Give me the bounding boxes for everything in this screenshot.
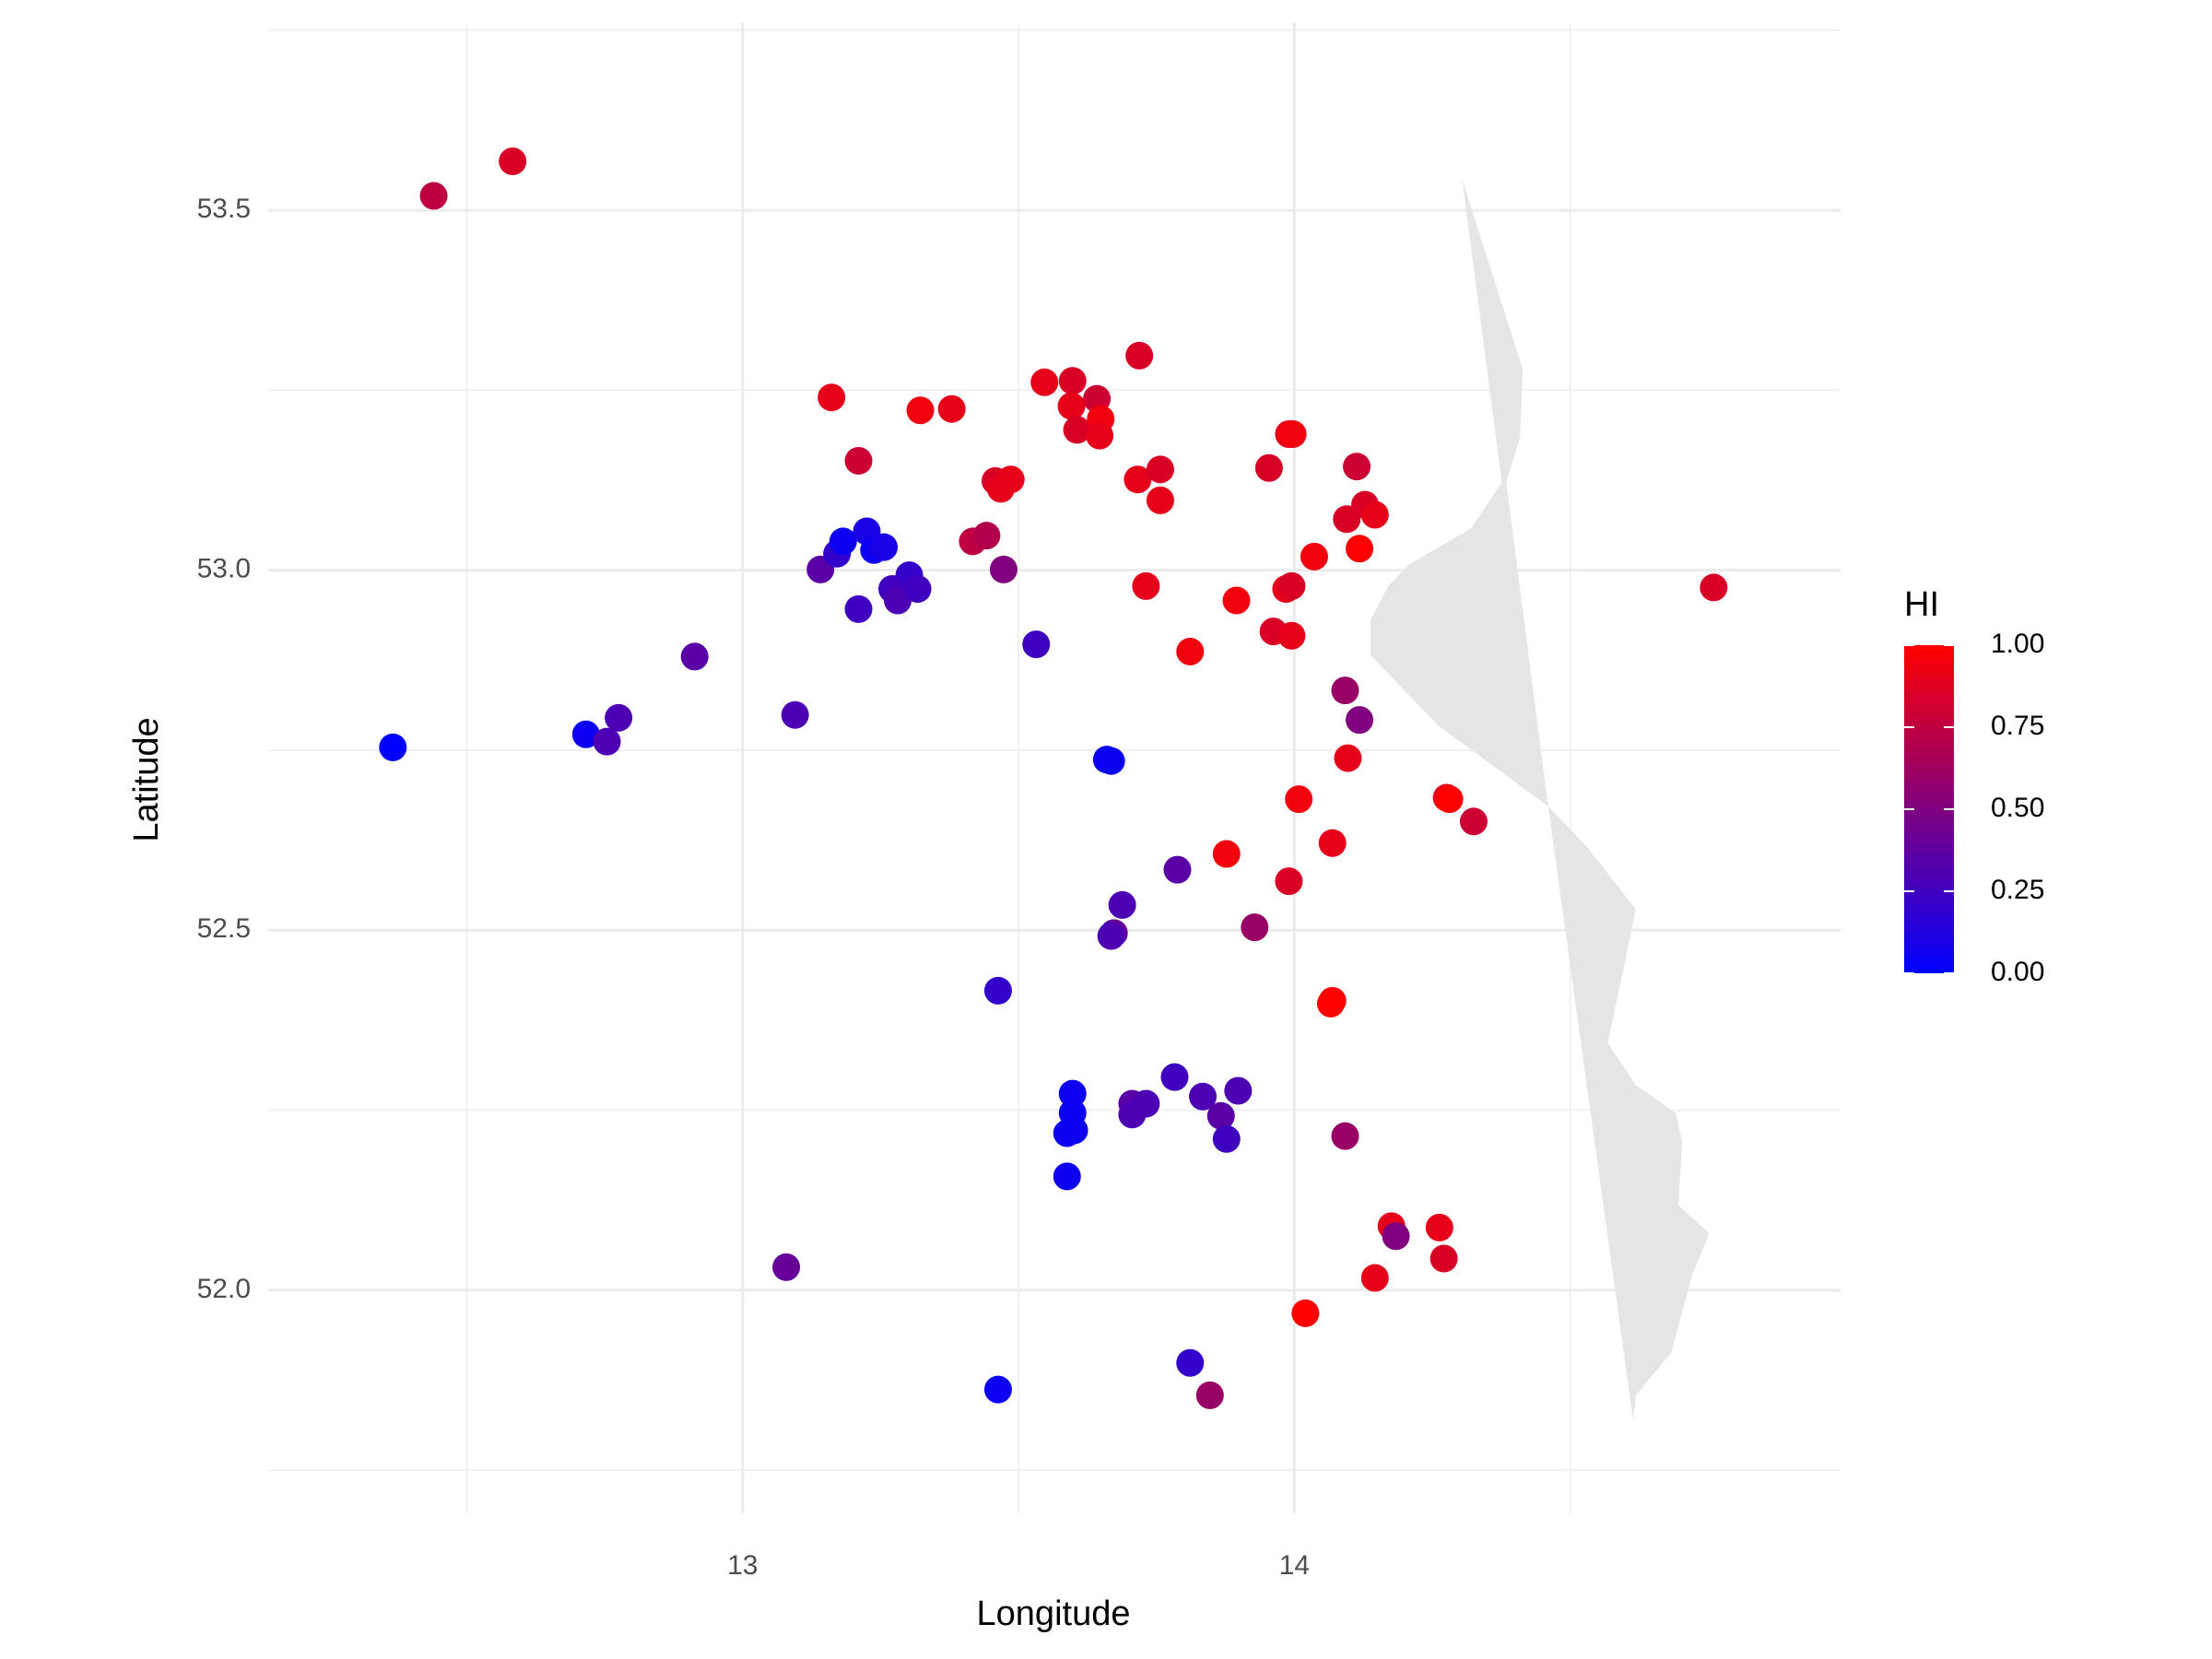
point (1360, 500, 1389, 529)
point (1254, 453, 1283, 482)
point (1212, 1124, 1241, 1153)
y-tick-label: 52.0 (197, 1274, 251, 1304)
y-axis-title: Latitude (127, 717, 166, 841)
point (781, 700, 809, 729)
point (1058, 1079, 1087, 1108)
point (1057, 392, 1086, 420)
point (1206, 1101, 1235, 1130)
point (1086, 421, 1114, 450)
point (1058, 367, 1087, 395)
point (1285, 785, 1313, 814)
point (1118, 1100, 1147, 1129)
point (1224, 1077, 1253, 1105)
point (1063, 416, 1091, 444)
point (379, 733, 407, 761)
x-axis-title: Longitude (977, 1594, 1131, 1633)
point (1097, 747, 1125, 775)
colorbar-tick-label: 0.75 (1991, 711, 2044, 741)
point (989, 555, 1018, 583)
point (1108, 890, 1136, 919)
x-tick-label: 14 (1279, 1550, 1310, 1581)
point (1132, 571, 1160, 600)
point (1291, 1299, 1320, 1327)
point (972, 522, 1001, 550)
point (1053, 1162, 1081, 1191)
colorbar-ticks: 0.00 0.25 0.50 0.75 1.00 (1904, 629, 2044, 987)
colorbar-tick-label: 0.00 (1991, 957, 2044, 987)
point (1700, 573, 1728, 602)
point (1195, 1381, 1224, 1409)
points (379, 147, 1728, 1409)
point (844, 446, 873, 475)
grid (268, 23, 1841, 1513)
point (983, 976, 1012, 1005)
point (1346, 706, 1374, 735)
point (772, 1253, 801, 1281)
colorbar-title: HI (1904, 585, 1939, 624)
point (1163, 855, 1192, 884)
point (1343, 453, 1371, 481)
point (1146, 455, 1174, 484)
point (1176, 637, 1205, 665)
point (844, 594, 873, 623)
point (937, 394, 966, 423)
y-tick-label: 53.0 (197, 554, 251, 584)
point (1212, 840, 1241, 868)
point (1222, 586, 1251, 615)
point (1160, 1063, 1189, 1091)
point (499, 147, 527, 175)
point (1430, 1244, 1458, 1273)
point (1125, 341, 1154, 370)
point (983, 1375, 1012, 1404)
point (1346, 535, 1374, 563)
point (1425, 1213, 1453, 1241)
region-shape (1370, 179, 1710, 1421)
point (903, 574, 932, 603)
point (1241, 913, 1269, 942)
colorbar-tick-label: 0.50 (1991, 793, 2044, 823)
point (680, 642, 709, 671)
point (1334, 744, 1362, 772)
point (1277, 571, 1306, 600)
point (1333, 505, 1361, 534)
shape-layer (1370, 179, 1710, 1421)
point (1331, 677, 1359, 705)
point (1030, 368, 1059, 396)
point (870, 533, 899, 561)
point (1124, 465, 1152, 494)
y-tick-label: 53.5 (197, 194, 251, 224)
point (1097, 922, 1125, 950)
x-tick-label: 13 (727, 1550, 758, 1581)
point (1316, 989, 1345, 1018)
point (605, 703, 633, 732)
point (1435, 785, 1464, 814)
point (1176, 1348, 1205, 1377)
point (1318, 829, 1347, 857)
point (986, 475, 1015, 503)
colorbar-tick-label: 1.00 (1991, 629, 2044, 659)
point (818, 383, 846, 412)
point (1146, 486, 1174, 514)
point (1275, 867, 1303, 896)
point (1189, 1082, 1218, 1111)
point (1060, 1116, 1088, 1145)
point (1300, 542, 1328, 571)
point (1022, 630, 1051, 659)
point (906, 396, 935, 425)
y-tick-label: 52.5 (197, 913, 251, 944)
point (1360, 1264, 1389, 1292)
point (1459, 807, 1488, 836)
point (1278, 420, 1307, 449)
point (1277, 621, 1306, 650)
point (571, 720, 600, 748)
point (1331, 1122, 1359, 1150)
point (593, 727, 621, 756)
colorbar-tick-label: 0.25 (1991, 875, 2044, 905)
point (419, 182, 448, 210)
point (829, 527, 857, 556)
point (1382, 1222, 1410, 1251)
